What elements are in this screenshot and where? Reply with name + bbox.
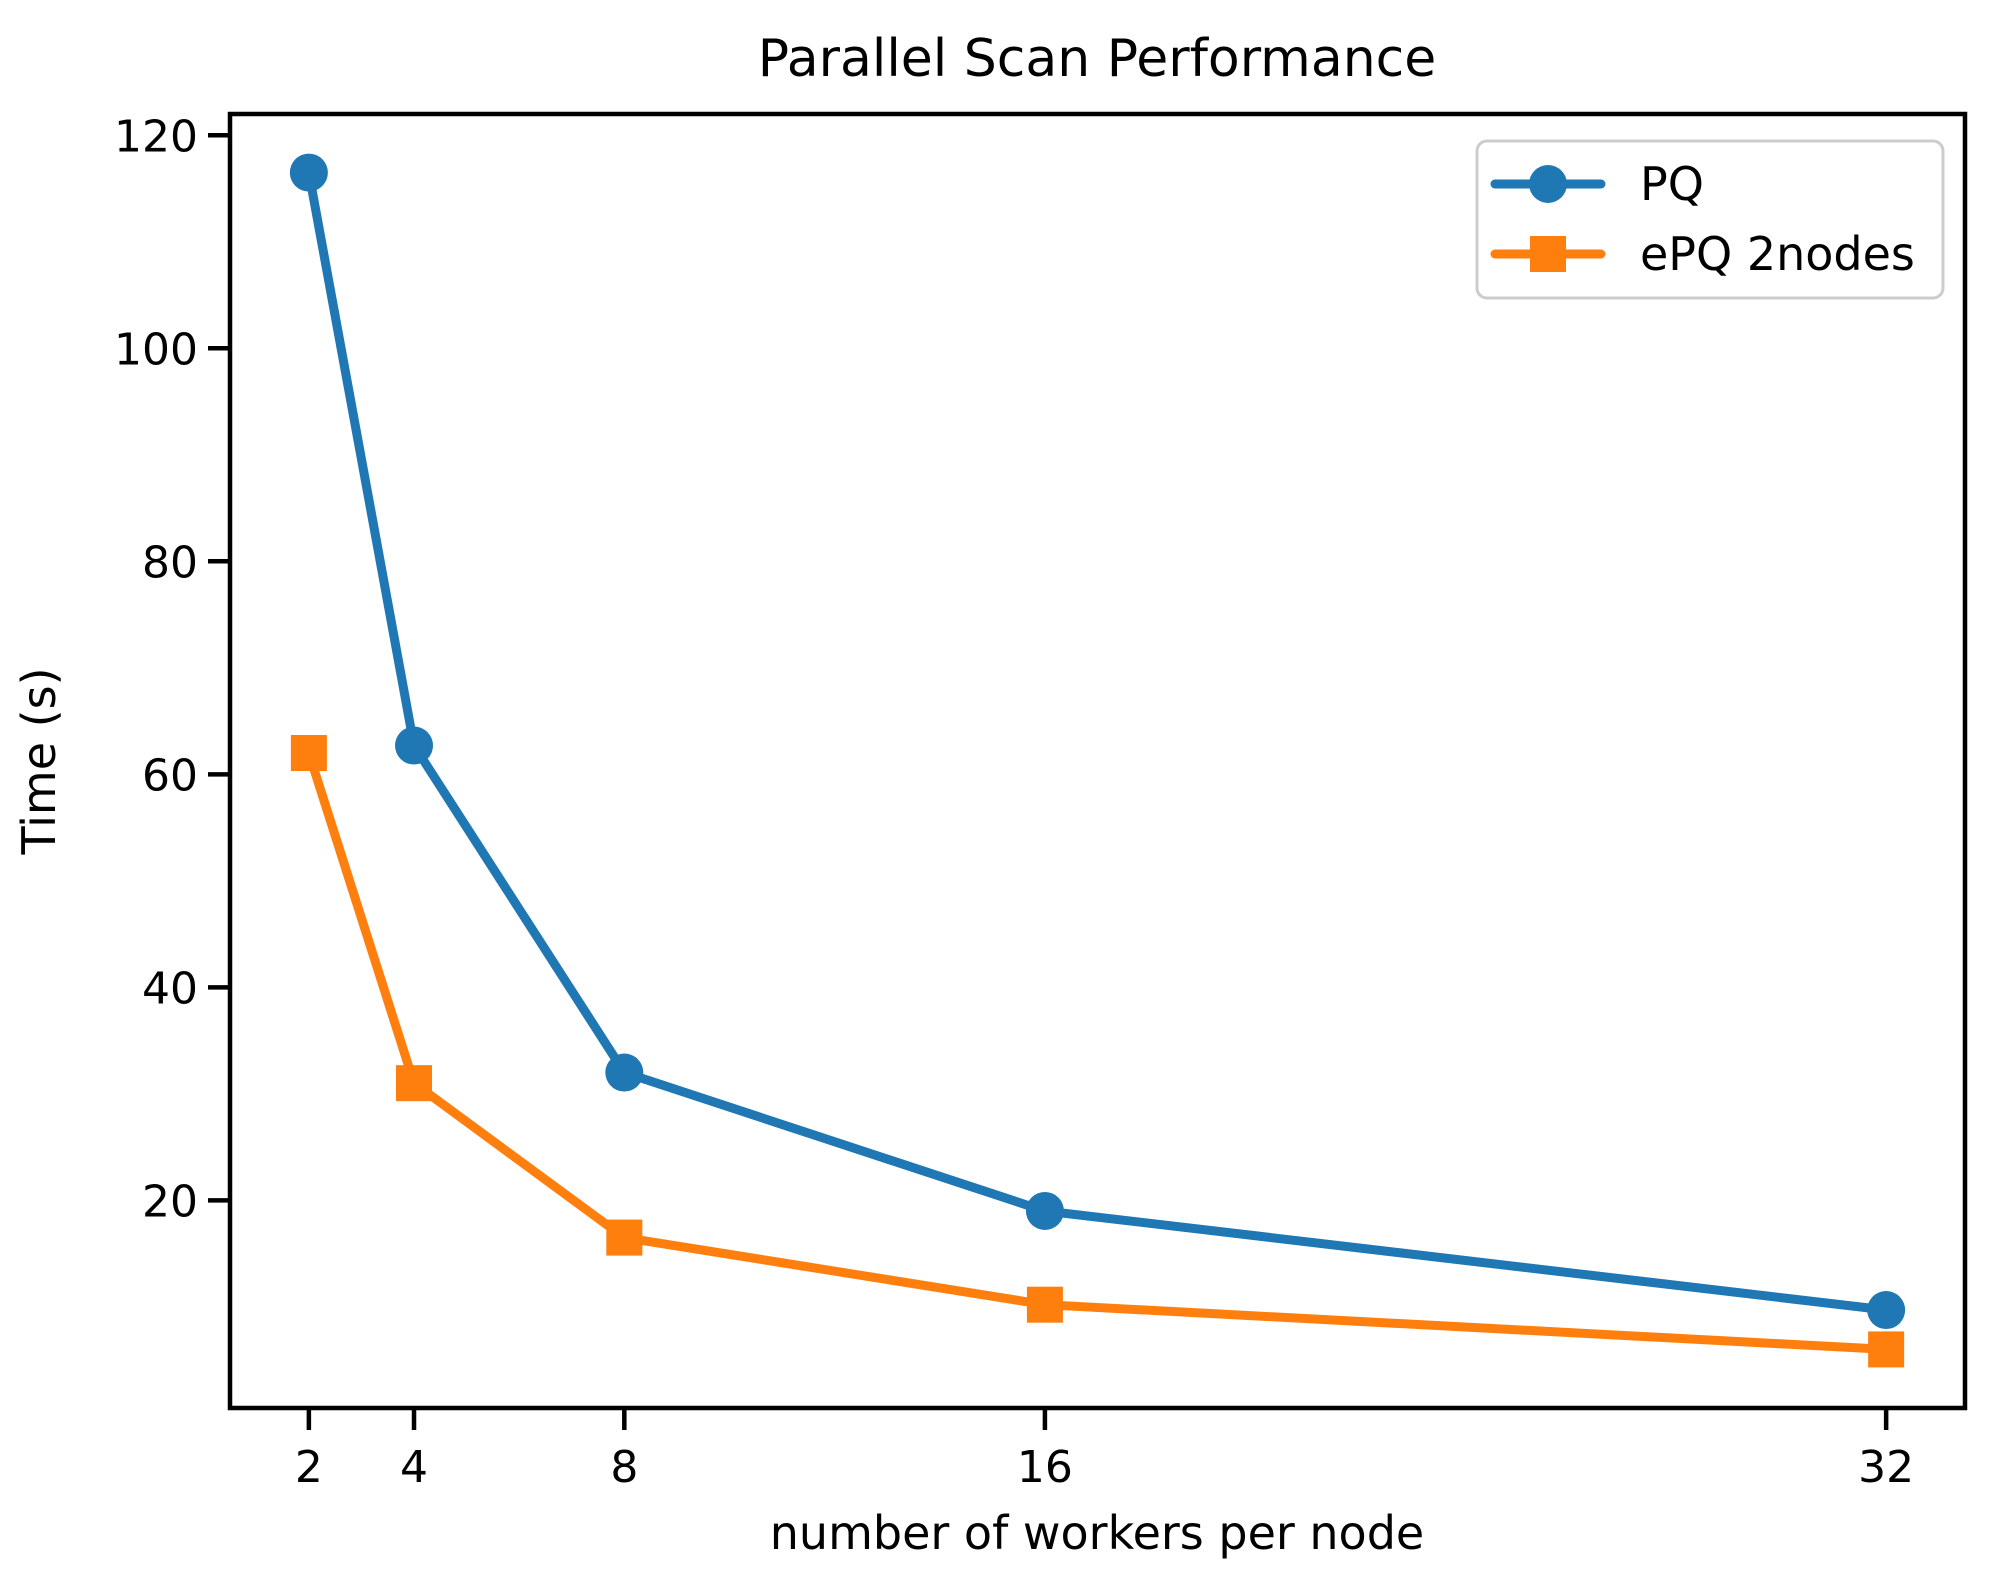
legend-marker-pq [1529,165,1567,203]
data-point-epq-2nodes [1026,1286,1063,1323]
y-axis-ticks: 20 40 60 80 100 120 [114,111,230,1227]
x-axis-ticks: 2 4 8 16 32 [295,1408,1914,1493]
axes-spines [227,111,1968,1411]
x-tick-label: 32 [1858,1442,1914,1493]
data-point-pq [1867,1291,1906,1330]
chart-title: Parallel Scan Performance [758,29,1436,89]
legend-marker-epq-2nodes [1530,236,1566,272]
y-tick-label: 40 [142,963,198,1014]
legend: PQ ePQ 2nodes [1475,139,1945,300]
x-tick-label: 16 [1017,1442,1073,1493]
y-tick-label: 20 [142,1176,198,1227]
data-point-epq-2nodes [290,735,327,772]
y-tick-label: 80 [142,537,198,588]
data-point-epq-2nodes [1868,1331,1905,1368]
data-point-pq [605,1053,644,1092]
x-tick-label: 4 [400,1442,428,1493]
data-series [289,153,1906,1368]
data-point-pq [1025,1191,1064,1230]
x-tick-label: 2 [295,1442,323,1493]
legend-entries: PQ ePQ 2nodes [1490,157,1915,281]
data-point-epq-2nodes [606,1219,643,1256]
x-axis-label: number of workers per node [770,1506,1424,1560]
data-point-epq-2nodes [396,1065,433,1102]
legend-label-pq: PQ [1640,157,1704,211]
y-tick-label: 100 [114,324,198,375]
data-point-pq [395,726,434,765]
plot-area [230,114,1965,1408]
y-tick-label: 120 [114,111,198,162]
y-axis-label: Time (s) [12,667,66,855]
legend-label-epq-2nodes: ePQ 2nodes [1640,227,1915,281]
x-tick-label: 8 [610,1442,638,1493]
y-tick-label: 60 [142,750,198,801]
data-point-pq [289,153,328,192]
